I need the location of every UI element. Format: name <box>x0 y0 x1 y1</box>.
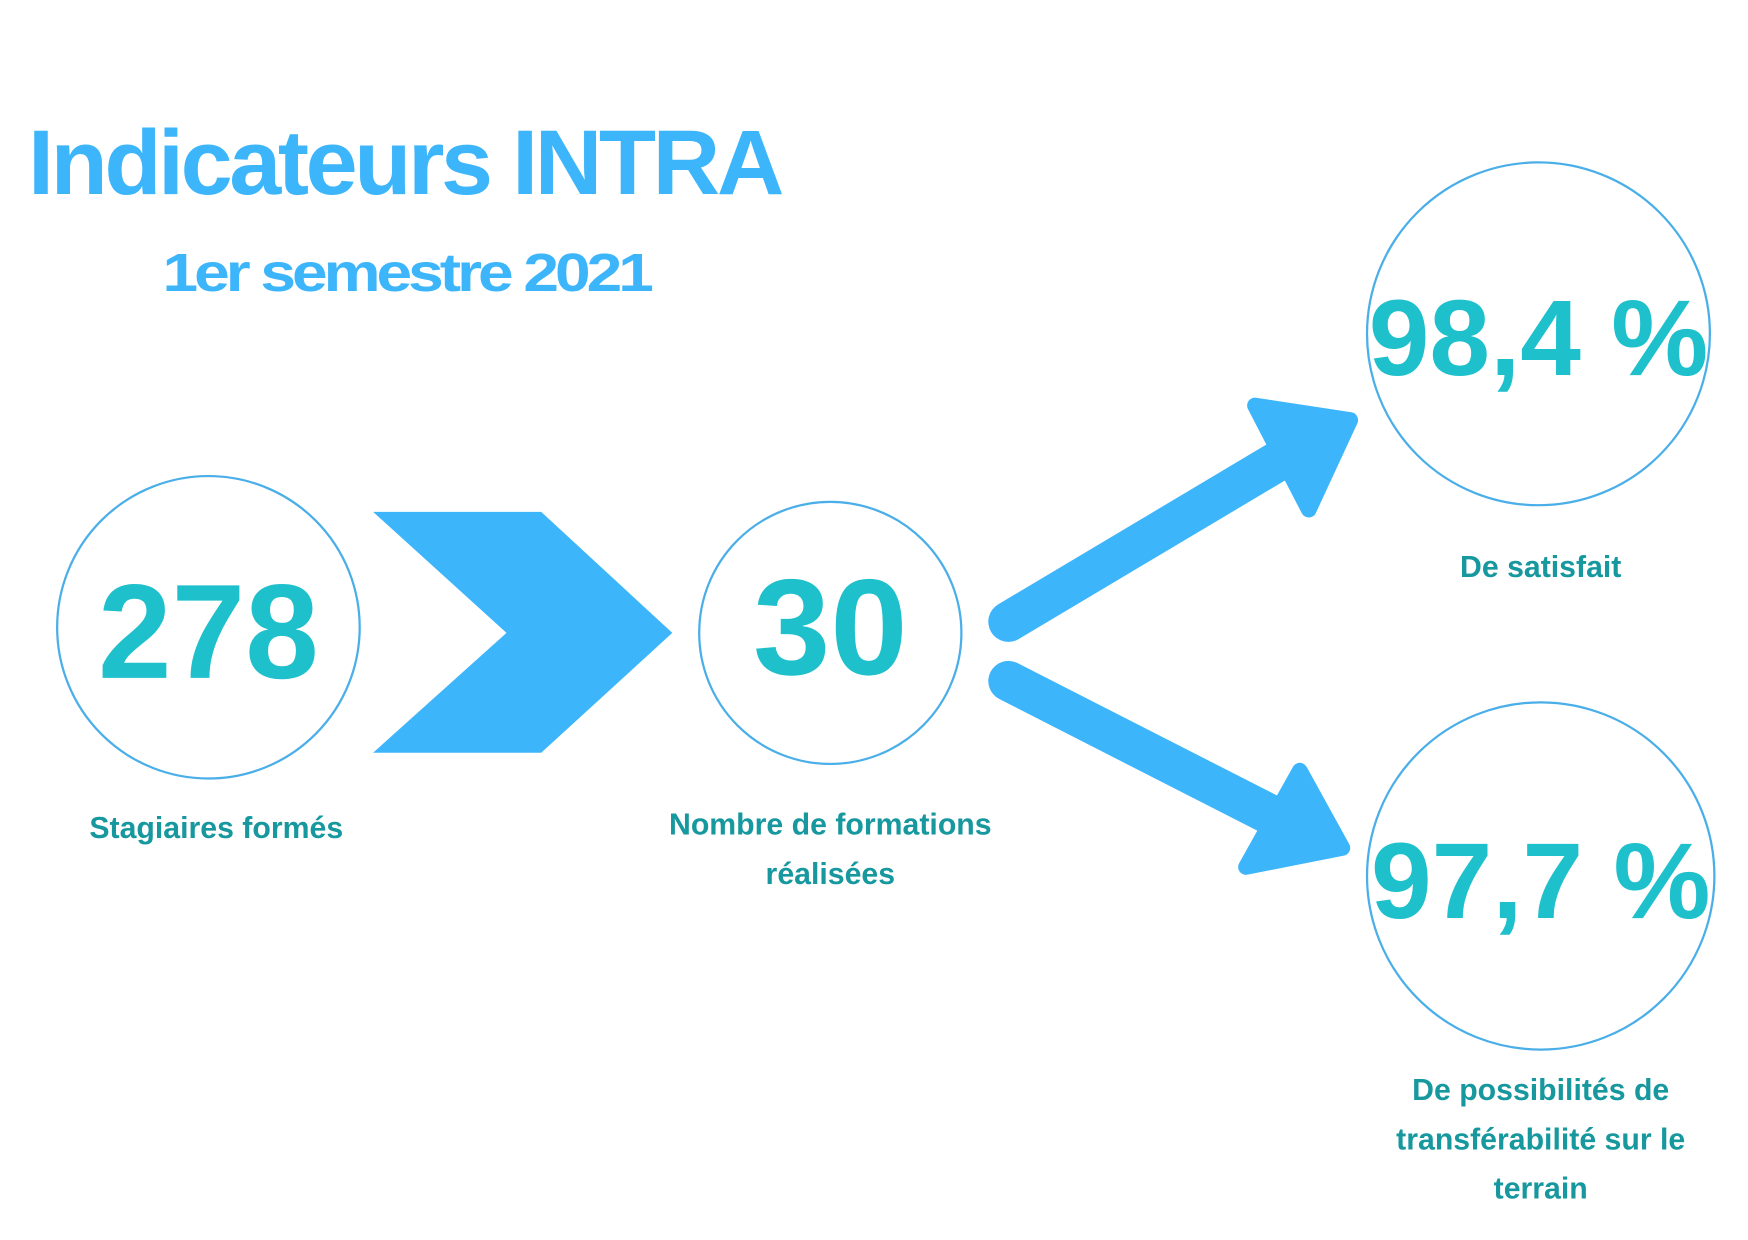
chevron <box>373 511 673 753</box>
arrow-shaft <box>988 441 1298 642</box>
indicator-value: 98,4 % <box>1369 278 1709 398</box>
indicator-label: De possibilités de <box>1412 1074 1669 1107</box>
indicator-label: Stagiaires formés <box>89 812 343 845</box>
subtitle: 1er semestre 2021 <box>162 243 652 303</box>
indicator-label: réalisées <box>766 858 895 891</box>
circle <box>698 500 963 766</box>
circle <box>56 474 361 780</box>
indicator-label: transférabilité sur le <box>1396 1123 1685 1156</box>
circle <box>1365 161 1712 507</box>
indicators: 278 Stagiaires formés 30 Nombre de formatio… <box>89 278 1710 1206</box>
indicator-label: De satisfait <box>1460 551 1621 584</box>
indicator-label: Nombre de formations <box>669 809 992 842</box>
indicator-value: 30 <box>753 550 908 703</box>
title: Indicateurs INTRA <box>28 112 782 214</box>
indicator-label: terrain <box>1494 1173 1588 1206</box>
circle <box>1365 701 1716 1051</box>
arrow-head <box>1238 762 1351 875</box>
indicator-value: 97,7 % <box>1371 821 1711 941</box>
indicator-value: 278 <box>98 557 319 707</box>
arrow-head <box>1247 397 1359 518</box>
arrow-shaft <box>988 660 1292 836</box>
